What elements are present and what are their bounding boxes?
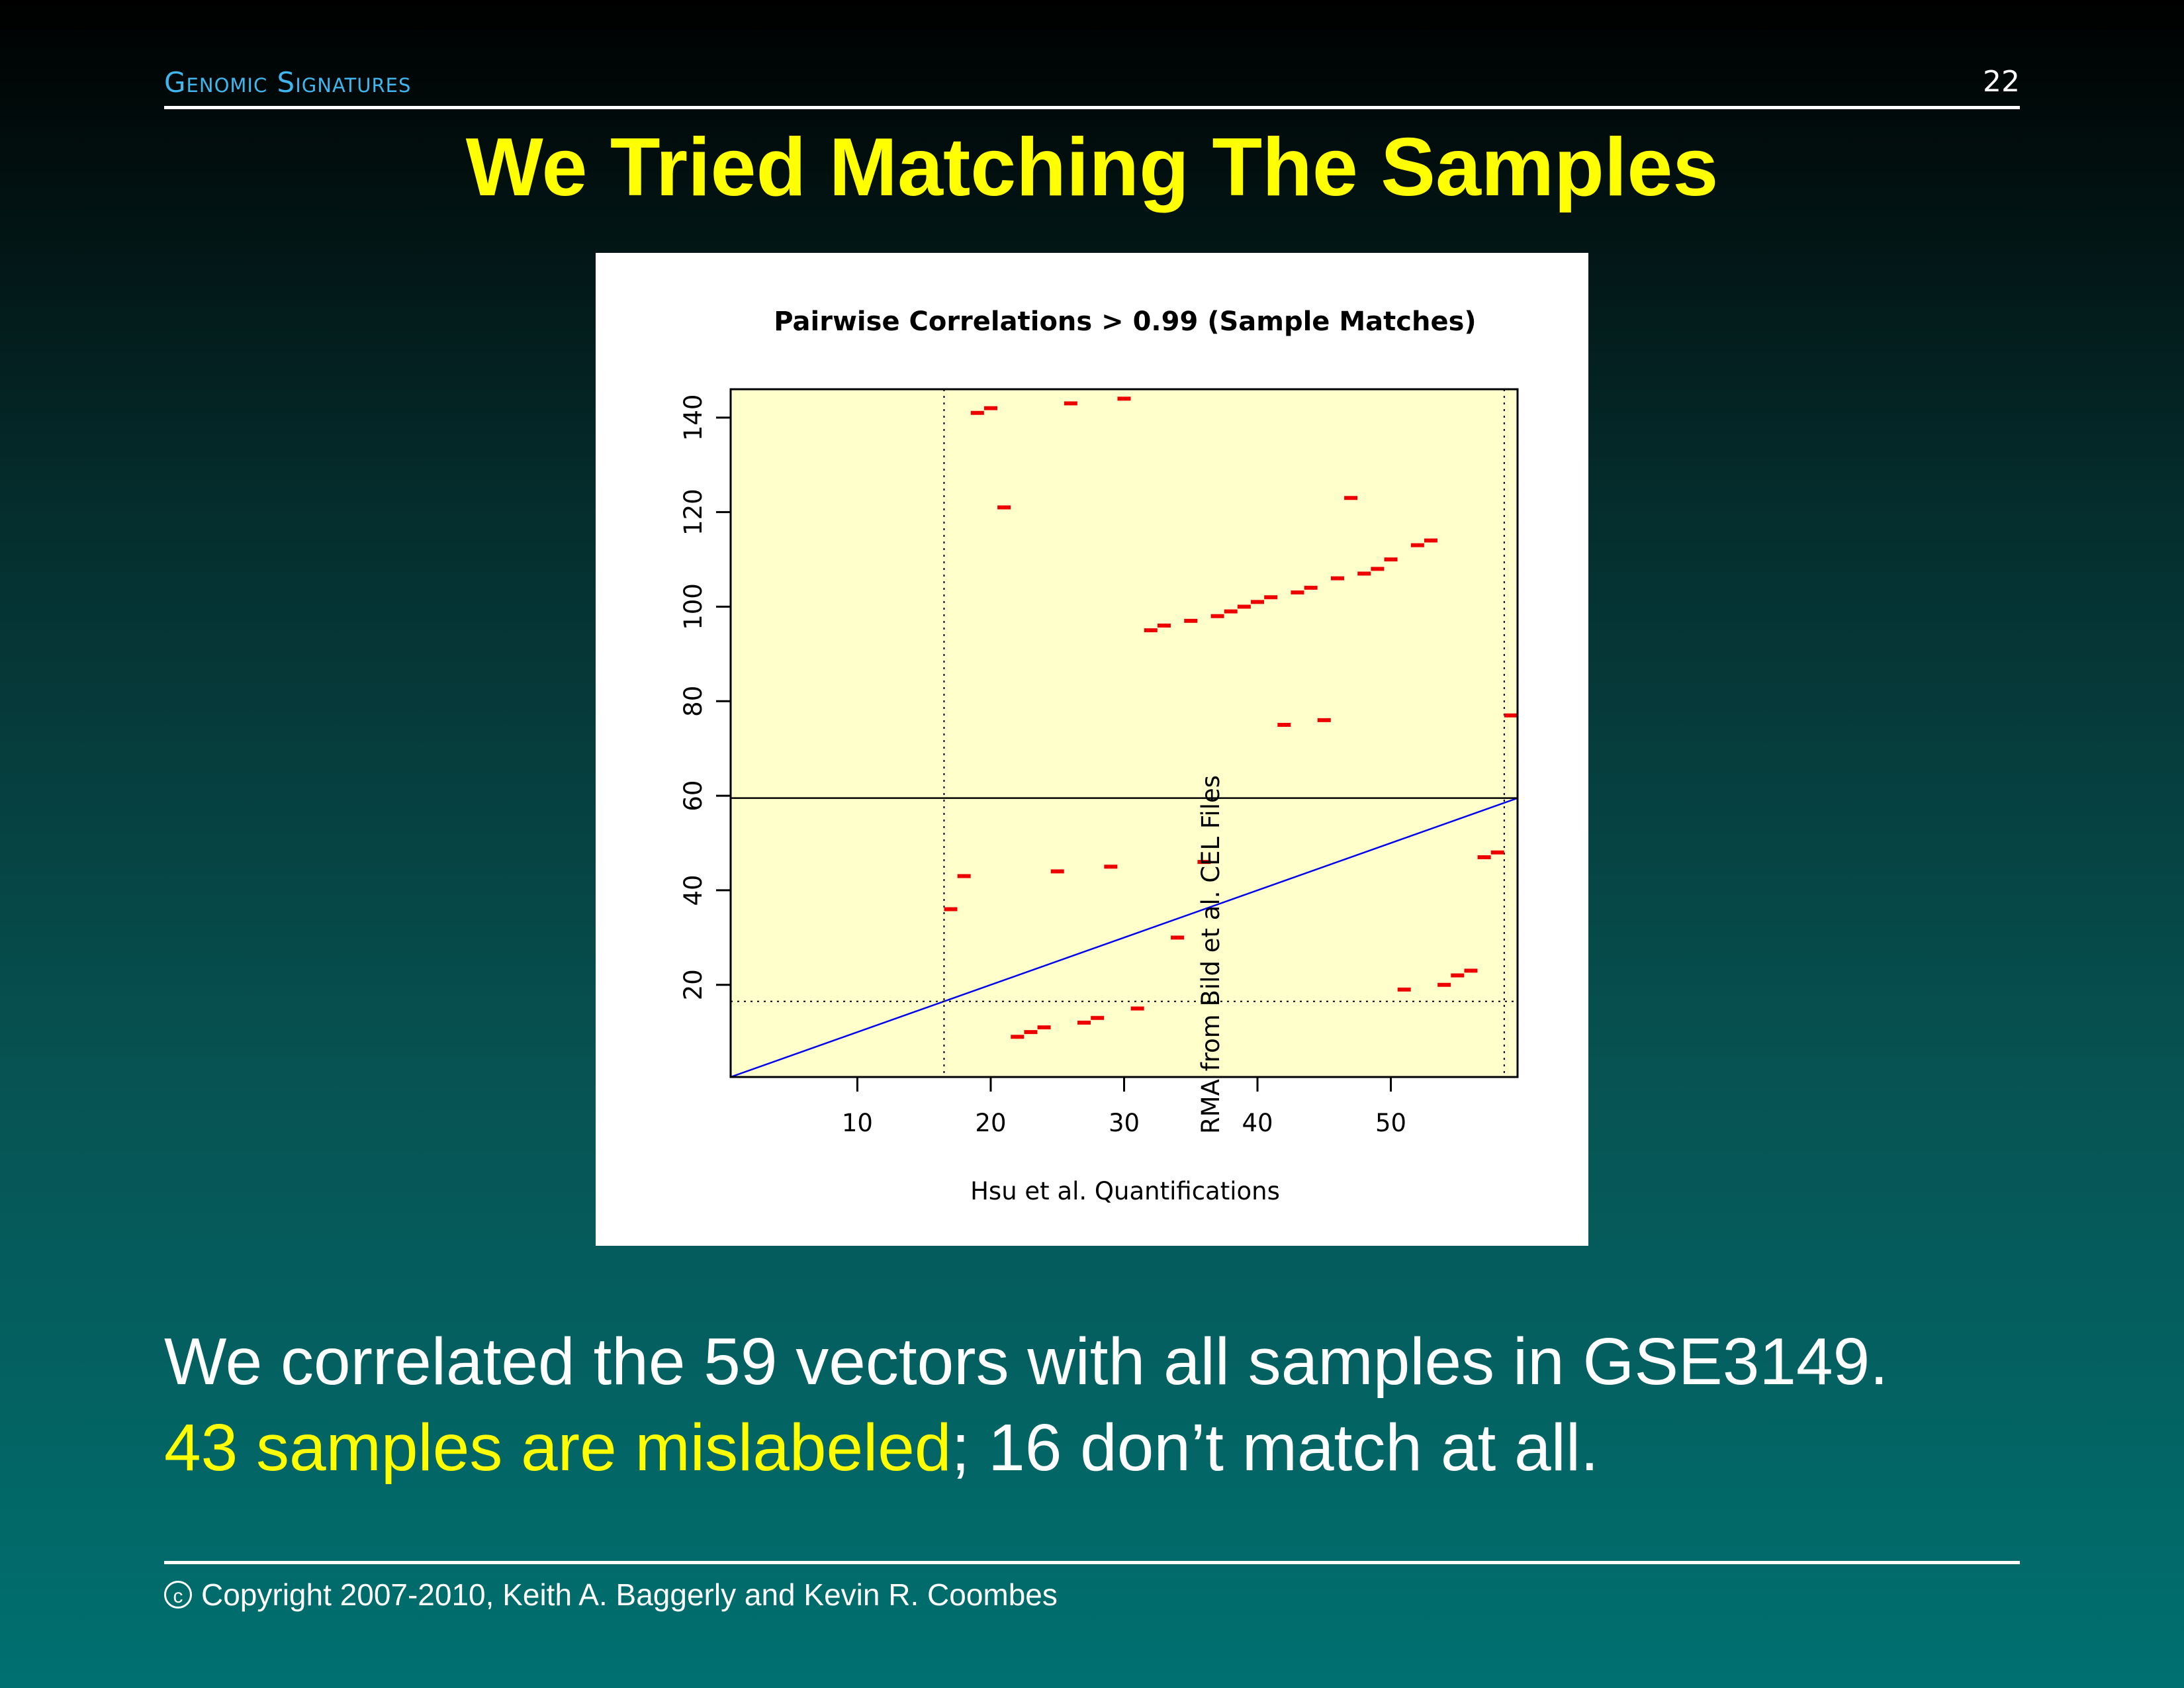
scatter-plot-figure: Pairwise Correlations > 0.99 (Sample Mat… bbox=[596, 253, 1588, 1246]
body-line-1: We correlated the 59 vectors with all sa… bbox=[164, 1325, 1888, 1399]
chart-title: Pairwise Correlations > 0.99 (Sample Mat… bbox=[774, 306, 1476, 337]
y-tick-label: 100 bbox=[679, 583, 707, 630]
x-tick-label: 40 bbox=[1242, 1109, 1273, 1137]
x-axis-label: Hsu et al. Quantifications bbox=[970, 1177, 1280, 1205]
plot-area bbox=[731, 389, 1518, 1077]
y-tick-label: 120 bbox=[679, 489, 707, 536]
y-tick-label: 60 bbox=[679, 780, 707, 812]
y-tick-label: 140 bbox=[679, 395, 707, 442]
body-line-2-rest: ; 16 don’t match at all. bbox=[951, 1411, 1599, 1485]
x-tick-label: 20 bbox=[975, 1109, 1006, 1137]
footer: c Copyright 2007-2010, Keith A. Baggerly … bbox=[164, 1577, 1058, 1613]
y-tick-label: 80 bbox=[679, 686, 707, 717]
x-tick-label: 50 bbox=[1375, 1109, 1406, 1137]
y-tick-label: 40 bbox=[679, 874, 707, 906]
header-divider bbox=[164, 106, 2020, 109]
identity-line bbox=[730, 797, 1518, 1078]
scatter-plot: Pairwise Correlations > 0.99 (Sample Mat… bbox=[679, 306, 1519, 1205]
y-tick-label: 20 bbox=[679, 969, 707, 1000]
x-tick-label: 30 bbox=[1109, 1109, 1140, 1137]
footer-divider bbox=[164, 1561, 2020, 1564]
section-label: Genomic Signatures bbox=[164, 66, 412, 99]
y-axis-label: RMA from Bild et al. CEL Files bbox=[1197, 775, 1225, 1134]
x-tick-label: 10 bbox=[842, 1109, 873, 1137]
footer-text: Copyright 2007-2010, Keith A. Baggerly a… bbox=[201, 1577, 1058, 1612]
body-highlight: 43 samples are mislabeled bbox=[164, 1411, 952, 1485]
body-line-2: 43 samples are mislabeled; 16 don’t matc… bbox=[164, 1410, 1599, 1486]
copyright-icon: c bbox=[164, 1581, 192, 1609]
slide-title: We Tried Matching The Samples bbox=[465, 122, 1719, 213]
page-number: 22 bbox=[1983, 65, 2020, 99]
